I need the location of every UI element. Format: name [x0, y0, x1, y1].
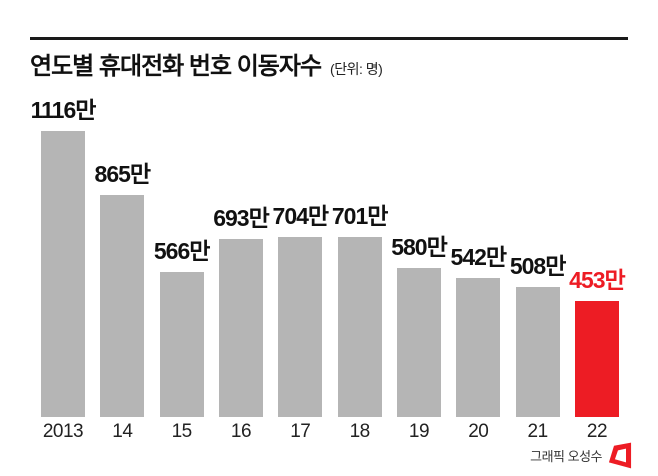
- x-tick-label: 20: [468, 421, 489, 442]
- x-tick-label: 17: [290, 421, 311, 442]
- bar-group: 508만: [510, 131, 566, 417]
- bar-value-label: 542만: [450, 244, 508, 270]
- bar-group: 542만: [451, 131, 507, 417]
- x-tick-label: 22: [586, 421, 608, 442]
- bar: [278, 237, 323, 417]
- bar: [396, 268, 441, 417]
- bar-group: 704만: [273, 131, 329, 417]
- bar-value-label: 566만: [153, 238, 211, 264]
- bar-value-label: 453만: [569, 267, 626, 293]
- page-title: 연도별 휴대전화 번호 이동자수: [30, 53, 322, 80]
- bar-group: 1116만: [31, 97, 96, 417]
- bar-value-label: 1116만: [30, 97, 97, 123]
- publisher-logo-icon: [608, 442, 632, 469]
- bar: [515, 287, 560, 417]
- bar: [218, 239, 263, 417]
- bar-group: 566만: [154, 131, 210, 417]
- bar: [456, 278, 501, 417]
- bar-group: 453만: [569, 131, 626, 417]
- x-tick-label: 18: [349, 421, 371, 442]
- bar: [100, 195, 145, 417]
- bar: [41, 131, 85, 417]
- bar-chart: 1116만 865만 566만 693만 704만 701만 580만 542만 508만 453…: [31, 97, 626, 417]
- bar-value-label: 704만: [272, 203, 330, 229]
- x-tick-label: 14: [112, 421, 133, 442]
- unit-label: (단위: 명): [330, 61, 383, 77]
- bar-group: 580만: [391, 131, 448, 417]
- bar-group: 865만: [95, 131, 151, 417]
- x-tick-label: 19: [408, 421, 430, 442]
- bar-value-label: 701만: [331, 203, 389, 229]
- bar-value-label: 580만: [391, 234, 448, 260]
- credit-text: 그래픽 오성수: [530, 449, 602, 464]
- credit: 그래픽 오성수: [530, 442, 632, 469]
- x-tick-label: 21: [527, 421, 549, 442]
- x-tick-label: 2013: [42, 421, 84, 442]
- bar-highlighted: [574, 301, 619, 417]
- x-tick-label: 16: [230, 421, 252, 442]
- bar: [159, 272, 204, 417]
- bar-value-label: 508만: [509, 253, 567, 279]
- x-tick-label: 15: [171, 421, 193, 442]
- x-axis-ticks: 2013 14 15 16 17 18 19 20 21 22: [41, 421, 619, 443]
- title-row: 연도별 휴대전화 번호 이동자수 (단위: 명): [30, 46, 383, 81]
- bar-group: 701만: [332, 131, 388, 417]
- title-rule: [30, 37, 628, 40]
- bar: [337, 237, 382, 417]
- bar-value-label: 693만: [213, 205, 270, 231]
- bar-group: 693만: [213, 131, 270, 417]
- bar-value-label: 865만: [94, 161, 152, 187]
